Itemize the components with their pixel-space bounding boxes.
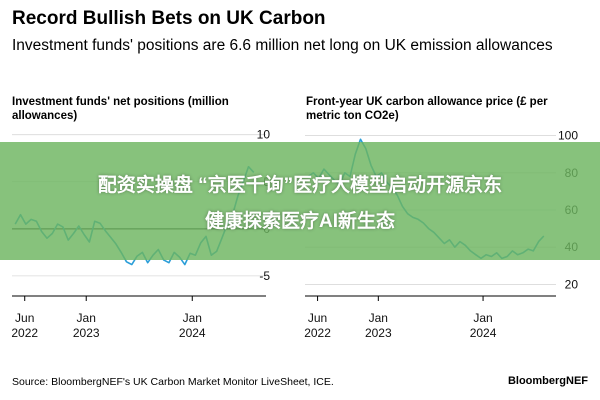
- brand-logo: BloombergNEF: [507, 375, 588, 387]
- x-tick-label-month: Jan: [183, 311, 202, 325]
- x-tick-label-month: Jan: [77, 311, 96, 325]
- x-tick-label-year: 2024: [470, 326, 497, 340]
- x-tick-label-year: 2022: [11, 326, 38, 340]
- overlay-banner: 配资实操盘 “京医千询”医疗大模型启动开源京东 健康探索医疗AI新生态: [0, 142, 600, 260]
- x-tick-label-month: Jan: [369, 311, 388, 325]
- positions-chart-title: Investment funds' net positions (million…: [12, 96, 229, 122]
- x-tick-label-year: 2023: [365, 326, 392, 340]
- price-chart-title: Front-year UK carbon allowance price (£ …: [306, 96, 548, 122]
- banner-text-line-2: 健康探索医疗AI新生态: [204, 211, 395, 232]
- y-tick-label: 100: [558, 129, 578, 143]
- x-tick-label-month: Jun: [308, 311, 327, 325]
- x-tick-label-year: 2022: [304, 326, 331, 340]
- y-tick-label: 20: [565, 277, 579, 291]
- page-title: Record Bullish Bets on UK Carbon: [12, 8, 326, 29]
- x-tick-label-year: 2023: [73, 326, 100, 340]
- y-tick-label: -5: [259, 269, 270, 283]
- x-tick-label-year: 2024: [179, 326, 206, 340]
- x-tick-label-month: Jun: [15, 311, 34, 325]
- y-tick-label: 10: [257, 128, 271, 142]
- source-note: Source: BloombergNEF's UK Carbon Market …: [12, 376, 334, 388]
- banner-text-line-1: 配资实操盘 “京医千询”医疗大模型启动开源京东: [97, 175, 503, 196]
- page-subtitle: Investment funds' positions are 6.6 mill…: [12, 37, 553, 54]
- x-tick-label-month: Jan: [473, 311, 492, 325]
